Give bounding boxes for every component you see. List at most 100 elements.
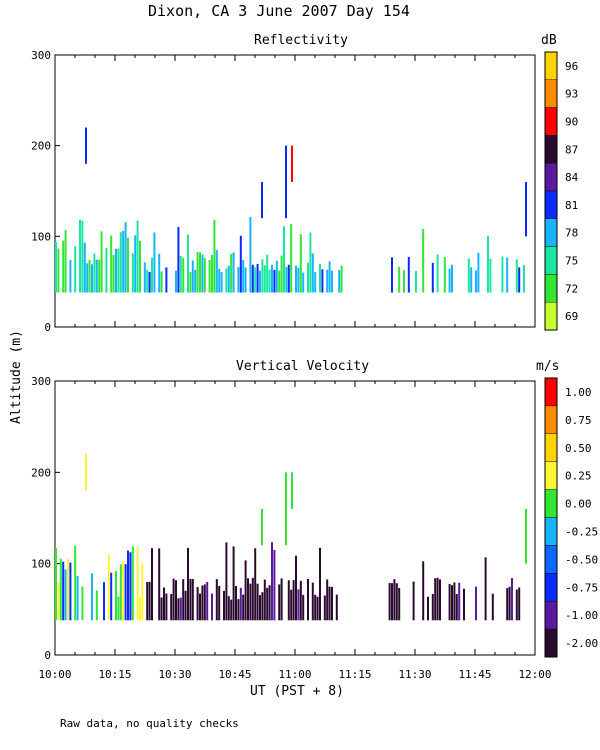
echo-column [314, 272, 317, 293]
reflectivity-panel-title: Reflectivity [254, 33, 348, 48]
echo-column [148, 581, 151, 621]
echo-column [249, 217, 252, 293]
echo-column [230, 599, 233, 621]
echo-column [422, 561, 425, 621]
colorbar-swatch [544, 246, 558, 275]
echo-column [86, 263, 89, 293]
echo-column [76, 576, 79, 621]
echo-column [249, 583, 252, 621]
echo-column [475, 586, 477, 621]
echo-column [273, 549, 276, 621]
echo-column [79, 219, 81, 293]
echo-column [319, 264, 321, 293]
echo-column [127, 550, 129, 621]
echo-column [515, 259, 518, 293]
echo-column [175, 270, 177, 293]
echo-column [251, 577, 254, 621]
colorbar-label: 69 [565, 310, 578, 323]
footnote: Raw data, no quality checks [60, 717, 239, 730]
echo-column [163, 587, 165, 621]
echo-column [81, 586, 84, 621]
echo-column [266, 587, 269, 621]
isolated-echo [291, 472, 293, 509]
echo-column [501, 256, 504, 293]
echo-column [311, 253, 314, 293]
echo-column [93, 253, 96, 293]
echo-column [484, 557, 487, 621]
echo-column [393, 579, 396, 621]
echo-column [232, 546, 235, 621]
echo-column [259, 595, 261, 621]
x-tick-label: 12:00 [518, 668, 551, 681]
echo-column [179, 255, 182, 293]
echo-column [254, 548, 257, 621]
colorbar-label: 0.25 [565, 470, 592, 483]
echo-column [201, 254, 204, 293]
echo-column [254, 267, 257, 293]
colorbar-label: 0.75 [565, 414, 592, 427]
echo-column [112, 254, 115, 293]
colorbar-label: 84 [565, 171, 579, 184]
echo-column [316, 596, 319, 621]
colorbar-swatch [544, 190, 558, 219]
figure-title: Dixon, CA 3 June 2007 Day 154 [148, 2, 410, 20]
echo-column [177, 598, 180, 621]
echo-column [232, 252, 235, 293]
echo-column [136, 546, 139, 621]
echo-column [292, 580, 295, 621]
echo-column [211, 593, 213, 621]
echo-column [331, 586, 333, 621]
echo-column [407, 256, 410, 293]
echo-column [307, 579, 309, 621]
echo-column [165, 267, 168, 293]
y-tick-label: 200 [31, 140, 51, 153]
echo-column [146, 269, 149, 293]
echo-column [182, 579, 185, 621]
y-tick-label: 300 [31, 375, 51, 388]
echo-column [199, 252, 201, 293]
echo-column [328, 261, 331, 293]
colorbar-swatch [544, 135, 558, 164]
echo-column [230, 253, 233, 293]
colorbar-swatch [544, 433, 558, 462]
colorbar-swatch [544, 601, 558, 630]
echo-column [131, 546, 134, 621]
colorbar-label: -0.50 [565, 553, 598, 566]
echo-column [491, 593, 494, 621]
echo-column [256, 583, 259, 621]
echo-column [398, 587, 401, 621]
echo-column [436, 577, 439, 621]
echo-column [69, 562, 72, 621]
echo-column [391, 257, 393, 293]
echo-column [268, 585, 271, 621]
colorbar-swatch [544, 461, 558, 490]
echo-column [122, 561, 125, 621]
echo-column [74, 246, 77, 293]
echo-column [470, 267, 473, 293]
echo-column [311, 582, 314, 621]
echo-column [179, 597, 182, 621]
echo-column [160, 597, 163, 621]
echo-column [206, 581, 209, 621]
x-tick-label: 10:30 [158, 668, 191, 681]
echo-column [223, 590, 225, 621]
echo-column [98, 259, 101, 293]
echo-column [189, 271, 192, 293]
isolated-echo [525, 181, 527, 237]
echo-column [283, 226, 285, 293]
echo-column [218, 585, 221, 621]
echo-column [395, 583, 398, 621]
echo-column [302, 594, 305, 621]
colorbar-swatch [544, 377, 558, 407]
colorbar-label: 1.00 [565, 386, 592, 399]
echo-column [508, 586, 511, 621]
echo-column [455, 593, 458, 621]
colorbar-label: -2.00 [565, 637, 598, 650]
echo-column [105, 248, 108, 293]
echo-column [467, 258, 470, 293]
echo-column [338, 270, 341, 293]
echo-column [273, 269, 276, 293]
echo-column [415, 271, 417, 293]
echo-column [208, 260, 211, 293]
echo-column [57, 248, 60, 293]
